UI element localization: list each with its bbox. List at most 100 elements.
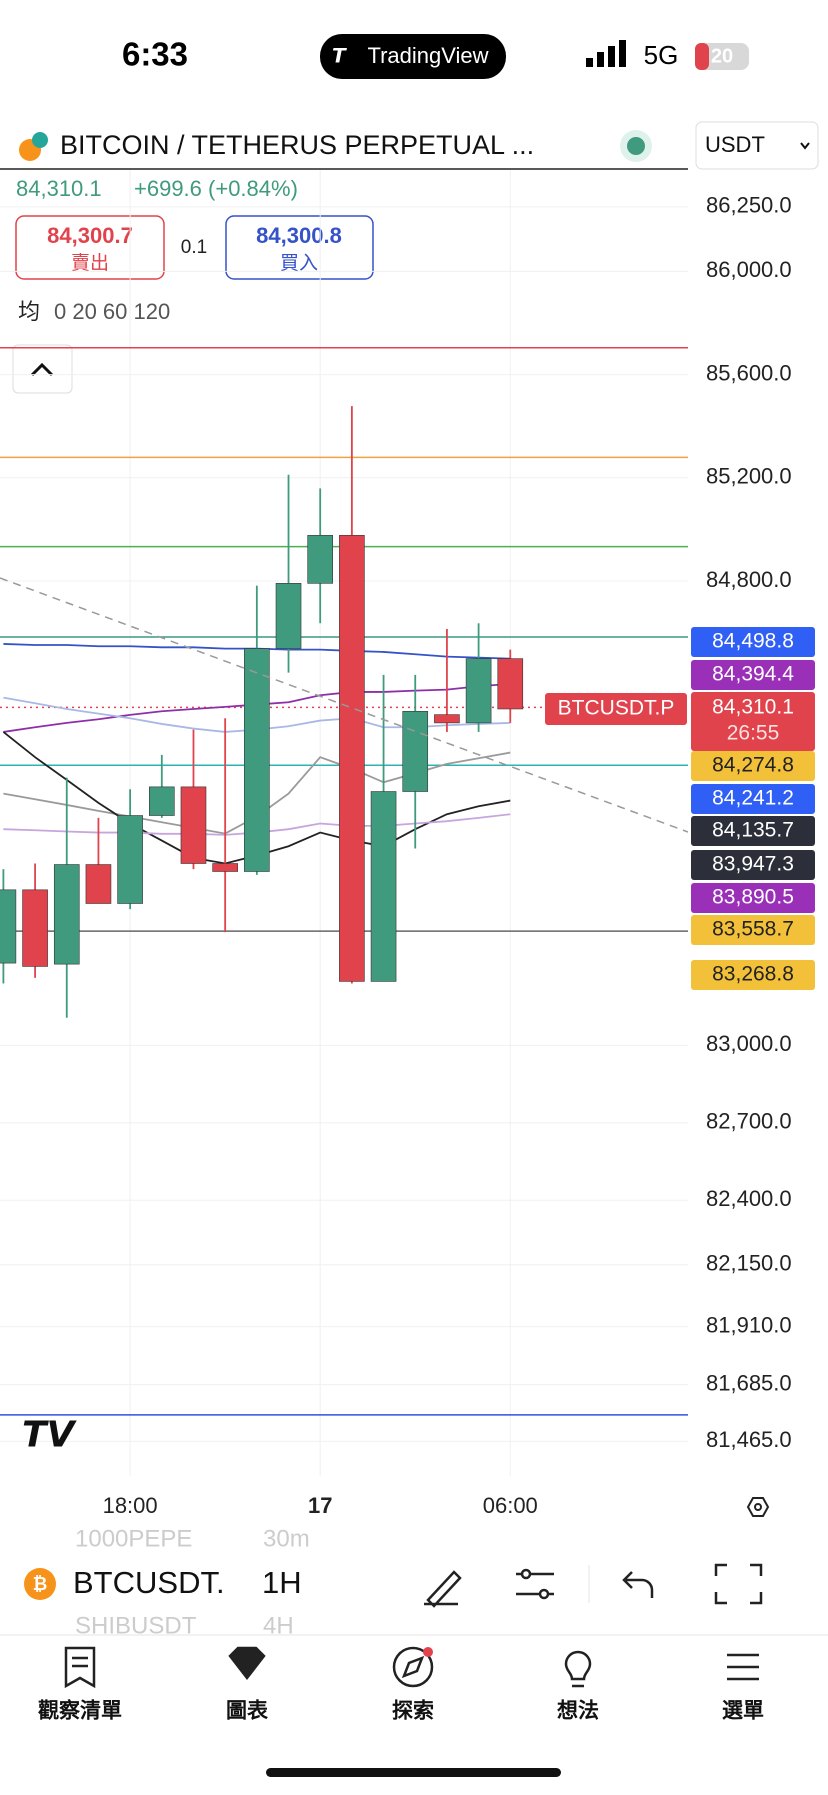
- draw-tool[interactable]: [424, 1570, 462, 1608]
- toolbar-interval[interactable]: 1H: [262, 1565, 302, 1600]
- trend-line: [0, 577, 688, 833]
- signal: [586, 40, 626, 67]
- last-price: 84,310.1: [16, 176, 102, 201]
- y-tick-label: 83,000.0: [706, 1031, 792, 1056]
- countdown: 26:55: [727, 722, 780, 745]
- tv-logo: 𝙏: [332, 45, 347, 67]
- currency: USDT: [705, 132, 765, 157]
- symbol-tag-text: BTCUSDT.P: [558, 697, 675, 720]
- tab-icons: [64, 1646, 759, 1689]
- fullscreen[interactable]: [714, 1563, 763, 1605]
- price-tag: [691, 915, 815, 945]
- candle-body: [149, 786, 175, 816]
- y-tick-label: 81,685.0: [706, 1370, 792, 1395]
- y-tick-label: 85,200.0: [706, 464, 792, 489]
- indicator-tool[interactable]: [516, 1568, 554, 1600]
- toolbar-bg: [0, 1552, 828, 1614]
- candle-body: [402, 710, 429, 792]
- x-tick-label: 17: [308, 1493, 332, 1518]
- candle-body: [339, 535, 365, 982]
- clock: 6:33: [122, 36, 188, 73]
- price-tag-text: 84,241.2: [712, 787, 794, 810]
- spread: 0.1: [181, 237, 207, 258]
- price-tag-text: 84,394.4: [712, 663, 794, 686]
- price-tag-text: 83,890.5: [712, 886, 794, 909]
- candle-body: [85, 864, 112, 904]
- collapse-icon: [30, 362, 54, 377]
- candle-body: [180, 786, 207, 864]
- x-tick-label: 18:00: [103, 1493, 158, 1518]
- collapse-button[interactable]: [12, 344, 73, 394]
- quote-icon: [32, 132, 48, 148]
- buy-button[interactable]: [225, 215, 374, 280]
- app-pill[interactable]: [320, 34, 506, 79]
- candle-body: [465, 658, 492, 724]
- last-price-tag: [691, 692, 815, 751]
- symbol-tag: [545, 693, 687, 725]
- tab-label[interactable]: 探索: [392, 1700, 434, 1723]
- y-tick-label: 81,465.0: [706, 1427, 792, 1452]
- price-tag: [691, 627, 815, 657]
- ma-label: 均: [18, 299, 40, 324]
- price-tag: [691, 784, 815, 814]
- candle-body: [117, 815, 143, 904]
- settings-icon[interactable]: [746, 1497, 770, 1517]
- y-tick-label: 86,000.0: [706, 257, 792, 282]
- notify-dot: [423, 1647, 433, 1657]
- tab-label[interactable]: 想法: [557, 1699, 599, 1723]
- app-name: TradingView: [367, 43, 488, 68]
- candle-body: [434, 714, 460, 724]
- chart: 86,250.0 86,000.0 85,600.0 85,200.0 84,800.0…: [0, 170, 815, 1518]
- y-tick-label: 81,910.0: [706, 1312, 792, 1337]
- picker-symbol-above: 1000PEPE: [75, 1525, 192, 1552]
- y-tick-label: 82,150.0: [706, 1251, 792, 1276]
- tv-watermark: 𝙏𝙑: [22, 1414, 78, 1455]
- price-change: +699.6 (+0.84%): [134, 176, 298, 201]
- price-tag: [691, 850, 815, 880]
- y-tick-label: 82,700.0: [706, 1109, 792, 1134]
- undo[interactable]: [622, 1571, 654, 1598]
- currency-select[interactable]: [695, 121, 819, 170]
- candle-body: [22, 889, 48, 967]
- candle-body: [275, 583, 302, 649]
- coin-icon-small: [24, 1568, 56, 1600]
- chevron: [800, 142, 810, 150]
- plot-area: [0, 170, 688, 1476]
- tab-label[interactable]: 觀察清單: [38, 1699, 122, 1723]
- settings-dot: [754, 1503, 762, 1511]
- price-tag-text: 84,274.8: [712, 754, 794, 777]
- price-tag: [691, 960, 815, 990]
- tab-label[interactable]: 圖表: [226, 1700, 269, 1723]
- toolbar-symbol[interactable]: BTCUSDT.: [73, 1565, 225, 1600]
- y-tick-label: 86,250.0: [706, 193, 792, 218]
- y-tick-label: 84,800.0: [706, 567, 792, 592]
- network: 5G: [644, 40, 679, 70]
- candle-body: [244, 648, 270, 872]
- y-tick-label: 82,400.0: [706, 1186, 792, 1211]
- sell-label: 賣出: [71, 252, 109, 274]
- price-tag: [691, 660, 815, 690]
- price-tag-text: 84,498.8: [712, 630, 794, 653]
- candle-body: [370, 791, 397, 982]
- price-tag-text: 83,947.3: [712, 853, 794, 876]
- buy-label: 買入: [280, 253, 318, 274]
- price-tag-text: 83,558.7: [712, 918, 794, 941]
- picker-interval-above: 30m: [263, 1525, 310, 1552]
- price-tag: [691, 883, 815, 913]
- coin-glyph: ₿: [33, 1574, 48, 1594]
- symbol-title[interactable]: BITCOIN / TETHERUS PERPETUAL ...: [60, 130, 534, 160]
- y-tick-label: 85,600.0: [706, 360, 792, 385]
- buy-price: 84,300.8: [256, 223, 342, 248]
- battery-level: [695, 43, 709, 70]
- candle-body: [53, 864, 80, 965]
- sell-button[interactable]: [15, 215, 165, 280]
- tab-label[interactable]: 選單: [722, 1700, 764, 1723]
- last-price-tag-text: 84,310.1: [712, 696, 794, 719]
- candle-body: [212, 863, 238, 872]
- candle-body: [497, 658, 524, 710]
- x-tick-label: 06:00: [483, 1493, 538, 1518]
- price-tag-text: 84,135.7: [712, 819, 794, 842]
- home-indicator: [266, 1768, 561, 1777]
- market-status: [627, 137, 645, 155]
